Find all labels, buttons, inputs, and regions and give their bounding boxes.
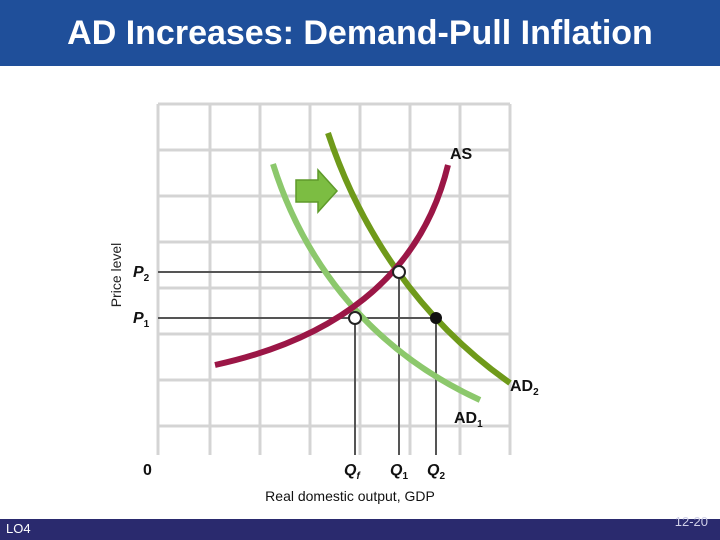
learning-objective-label: LO4 <box>6 521 31 536</box>
page-number: 12-20 <box>674 514 708 529</box>
x-axis-label: Real domestic output, GDP <box>265 488 435 504</box>
y-axis-label: Price level <box>108 242 124 308</box>
shift-arrow-icon <box>295 168 339 214</box>
guide-lines <box>158 271 437 455</box>
equilibrium-point-initial <box>348 311 362 325</box>
point-q2-p1 <box>430 312 442 324</box>
equilibrium-point-new <box>392 265 406 279</box>
ad1-curve <box>270 163 482 403</box>
q1-label: Q1 <box>390 462 409 483</box>
origin-label: 0 <box>143 462 152 479</box>
footer-bar <box>0 519 720 540</box>
as-label: AS <box>450 146 473 163</box>
slide-title: AD Increases: Demand-Pull Inflation <box>67 14 653 52</box>
q2-label: Q2 <box>427 462 446 483</box>
grid <box>156 102 512 455</box>
ad1-label: AD1 <box>454 410 483 431</box>
title-bar <box>0 0 720 66</box>
qf-label: Qf <box>344 462 360 483</box>
p1-label: P1 <box>133 310 150 331</box>
ad2-label: AD2 <box>510 378 539 399</box>
as-curve <box>214 164 451 368</box>
p2-label: P2 <box>133 264 150 285</box>
